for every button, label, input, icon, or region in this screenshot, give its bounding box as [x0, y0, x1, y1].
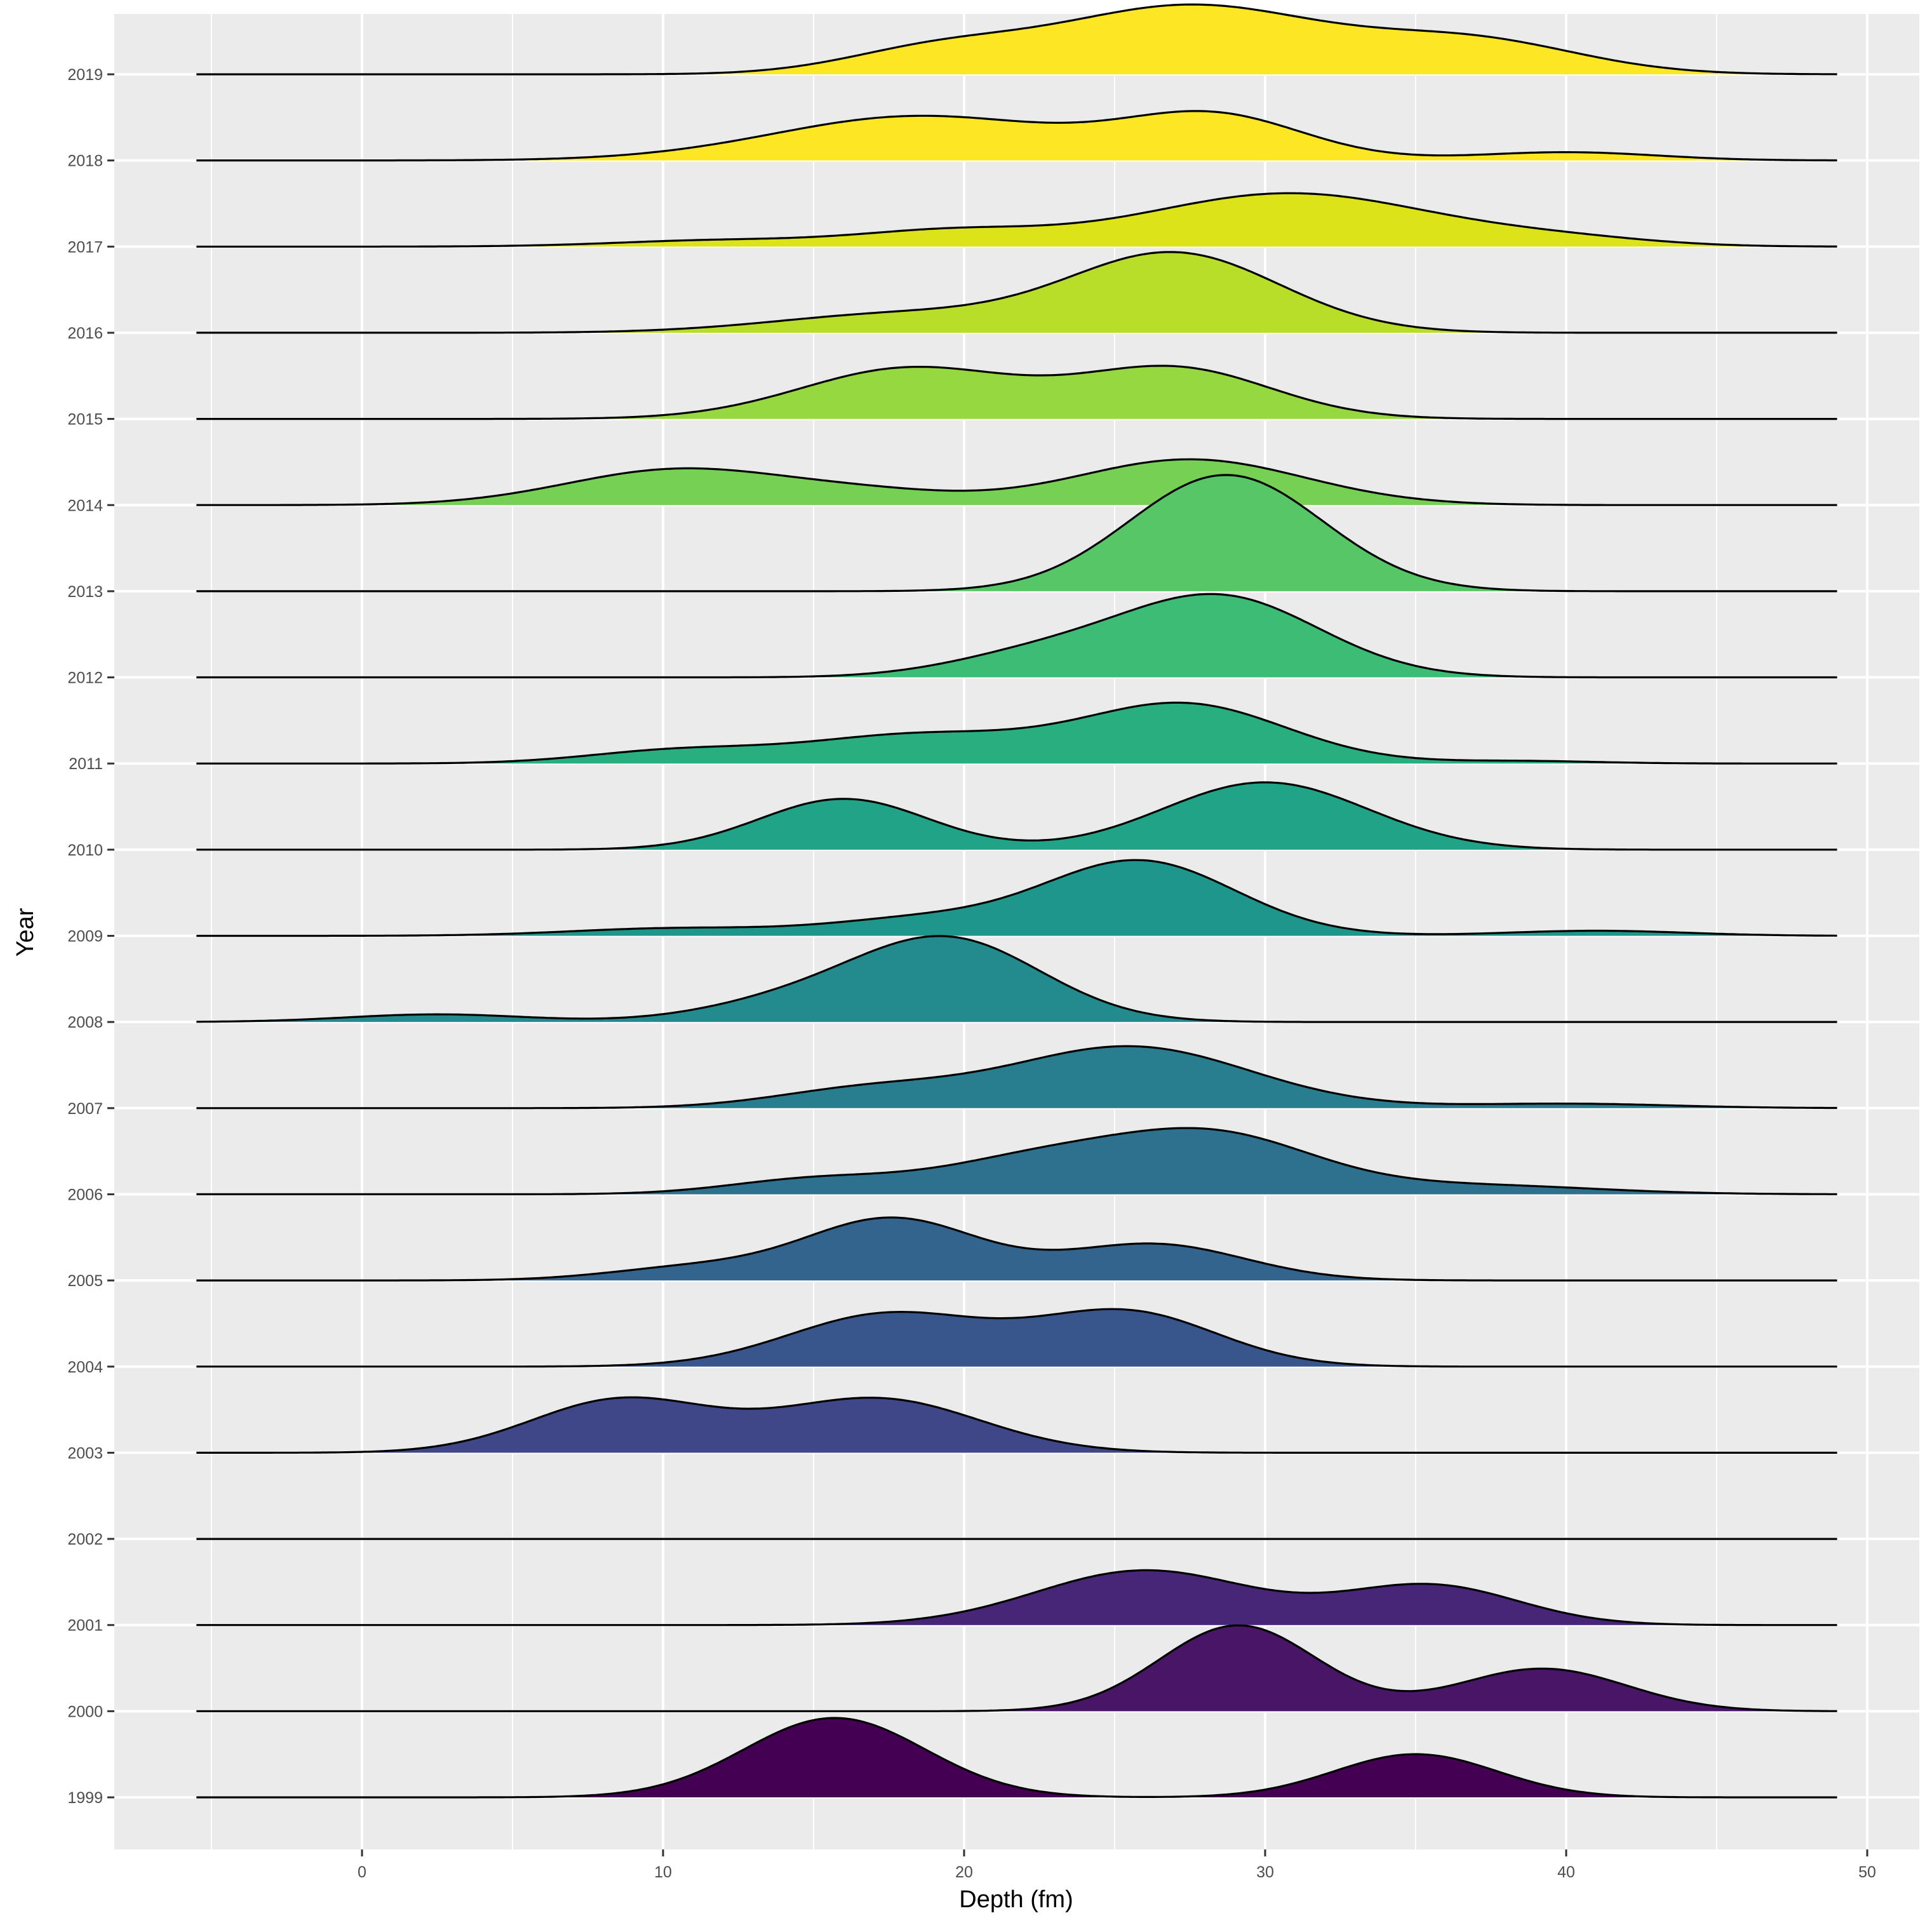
ridge-fill [196, 252, 1837, 333]
y-axis: 1999 2000 2001 2002 2003 2004 2005 2006 2007 2008… [67, 66, 114, 1807]
y-tick-label: 2015 [67, 411, 103, 429]
ridge-fill [196, 702, 1837, 764]
x-tick-label: 0 [358, 1863, 366, 1881]
ridge-fill [196, 1718, 1837, 1797]
ridge-fill [196, 594, 1837, 678]
ridge-fill [196, 1397, 1837, 1453]
y-tick-label: 2012 [67, 669, 103, 687]
y-tick-label: 1999 [67, 1789, 103, 1807]
ridge-2007 [196, 1045, 1837, 1110]
ridge-2019 [196, 3, 1837, 76]
ridge-2001 [196, 1569, 1837, 1627]
x-tick-label: 10 [654, 1863, 672, 1881]
ridge-1999 [196, 1717, 1837, 1799]
ridge-2016 [196, 251, 1837, 334]
ridge-2011 [196, 701, 1837, 765]
ridge-2018 [196, 110, 1837, 162]
y-tick-label: 2010 [67, 842, 103, 859]
y-tick-label: 2011 [69, 755, 103, 773]
ridge-2014 [196, 458, 1837, 506]
ridge-outline [196, 365, 1837, 420]
y-tick-label: 2002 [67, 1531, 103, 1548]
y-axis-title: Year [12, 908, 39, 956]
ridge-outline [196, 935, 1837, 1023]
ridge-fill [196, 193, 1837, 247]
ridge-outline [196, 781, 1837, 851]
x-tick-label: 20 [955, 1863, 973, 1881]
y-tick-label: 2008 [67, 1014, 103, 1031]
ridge-outline [196, 1624, 1837, 1712]
x-tick-label: 30 [1256, 1863, 1274, 1881]
ridge-fill [196, 1046, 1837, 1108]
y-tick-label: 2019 [67, 66, 103, 84]
ridge-fill [196, 1625, 1837, 1712]
ridge-fill [196, 459, 1837, 506]
ridge-outline [196, 1127, 1837, 1195]
x-axis: 0 10 20 30 40 50 [358, 1849, 1876, 1881]
ridge-2010 [196, 781, 1837, 851]
ridge-2009 [196, 859, 1837, 937]
ridge-2012 [196, 593, 1837, 679]
x-tick-label: 40 [1557, 1863, 1575, 1881]
ridge-outline [196, 1045, 1837, 1110]
ridge-outline [196, 3, 1837, 76]
y-tick-label: 2006 [67, 1186, 103, 1204]
ridge-outline [196, 1396, 1837, 1454]
ridge-outline [196, 859, 1837, 937]
ridge-outline [196, 701, 1837, 765]
ridge-outline [196, 1308, 1837, 1368]
x-axis-title: Depth (fm) [959, 1886, 1073, 1913]
y-tick-label: 2001 [67, 1617, 103, 1635]
ridge-2008 [196, 935, 1837, 1023]
y-tick-label: 2005 [67, 1272, 103, 1290]
ridge-2004 [196, 1308, 1837, 1368]
ridge-outline [196, 110, 1837, 162]
y-tick-label: 2000 [67, 1703, 103, 1721]
ridge-2003 [196, 1396, 1837, 1454]
ridge-outline [196, 251, 1837, 334]
ridge-2017 [196, 192, 1837, 248]
ridge-fill [196, 1218, 1837, 1281]
ridge-outline [196, 192, 1837, 248]
y-tick-label: 2013 [67, 583, 103, 601]
y-tick-label: 2003 [67, 1444, 103, 1462]
y-tick-label: 2014 [67, 497, 103, 514]
y-tick-label: 2018 [67, 152, 103, 170]
ridge-fill [196, 4, 1837, 75]
ridge-fill [196, 1128, 1837, 1195]
ridge-2013 [196, 474, 1837, 593]
ridge-fill [196, 936, 1837, 1023]
density-ridges [196, 3, 1837, 1799]
y-tick-label: 2009 [67, 928, 103, 946]
ridge-fill [196, 111, 1837, 161]
ridge-outline [196, 1717, 1837, 1799]
ridge-outline [196, 1569, 1837, 1627]
ridge-outline [196, 1216, 1837, 1282]
x-tick-label: 50 [1858, 1863, 1876, 1881]
ridge-2015 [196, 365, 1837, 420]
ridge-fill [196, 860, 1837, 936]
ridge-outline [196, 474, 1837, 593]
ridge-fill [196, 366, 1837, 419]
ridge-fill [196, 1309, 1837, 1367]
ridge-outline [196, 593, 1837, 679]
ridge-fill [196, 782, 1837, 850]
ridge-2000 [196, 1624, 1837, 1712]
y-tick-label: 2007 [67, 1100, 103, 1118]
y-tick-label: 2004 [67, 1358, 103, 1376]
ridge-2005 [196, 1216, 1837, 1282]
y-tick-label: 2017 [67, 238, 103, 256]
y-tick-label: 2016 [67, 325, 103, 342]
ridge-outline [196, 458, 1837, 506]
ridge-2006 [196, 1127, 1837, 1195]
